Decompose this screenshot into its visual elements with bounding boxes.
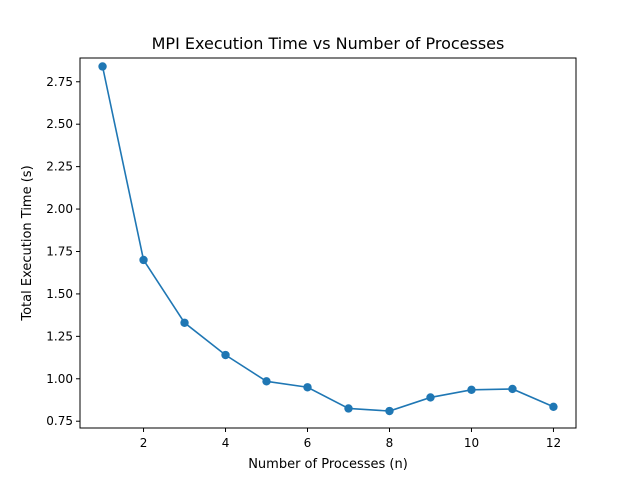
y-tick-label: 1.25 xyxy=(46,329,73,343)
data-point xyxy=(549,402,558,411)
series-layer xyxy=(98,62,558,416)
data-point xyxy=(467,385,476,395)
data-point xyxy=(344,404,353,413)
data-point xyxy=(426,393,435,402)
data-point xyxy=(262,377,271,386)
y-tick-label: 0.75 xyxy=(46,414,73,428)
y-tick-label: 2.75 xyxy=(46,75,73,89)
y-tick-label: 2.25 xyxy=(46,160,73,174)
y-tick-label: 2.50 xyxy=(46,117,73,131)
y-tick-label: 1.75 xyxy=(46,244,73,258)
data-point xyxy=(98,62,107,71)
x-axis-label: Number of Processes (n) xyxy=(248,457,408,472)
y-tick-label: 1.50 xyxy=(46,287,73,301)
data-point xyxy=(221,350,230,360)
x-tick-label: 8 xyxy=(386,436,394,450)
data-point xyxy=(508,384,517,394)
data-point xyxy=(139,255,148,265)
data-point xyxy=(303,383,312,392)
y-tick-label: 1.00 xyxy=(46,372,73,386)
y-axis-ticks: 0.75 1.00 1.25 1.50 1.75 2.00 2.25 2.50 2.75 xyxy=(46,75,80,428)
x-tick-label: 10 xyxy=(464,436,479,450)
plot-area-frame xyxy=(79,57,577,429)
x-tick-label: 4 xyxy=(222,436,230,450)
y-tick-label: 2.00 xyxy=(46,202,73,216)
data-point xyxy=(180,318,189,327)
x-tick-label: 2 xyxy=(140,436,148,450)
x-axis-ticks: 2 4 6 8 10 12 xyxy=(140,428,561,450)
x-tick-label: 12 xyxy=(546,436,561,450)
data-point xyxy=(385,406,394,416)
chart-title: MPI Execution Time vs Number of Processe… xyxy=(152,34,505,53)
series-line xyxy=(101,66,554,412)
x-tick-label: 6 xyxy=(304,436,312,450)
y-axis-label: Total Execution Time (s) xyxy=(20,165,35,321)
